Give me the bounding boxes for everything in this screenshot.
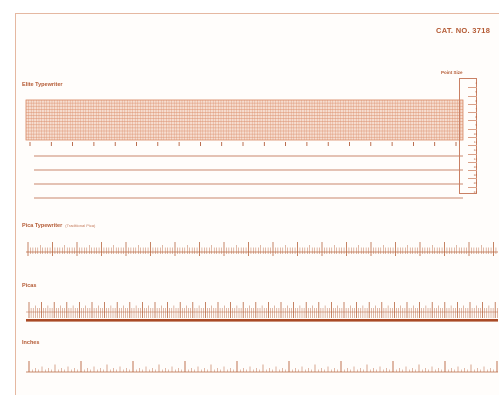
ruler-sheet: CAT. NO. 3718 Elite Typewriter Point Siz…	[15, 13, 499, 395]
point-size-cell: 9	[468, 120, 477, 128]
inches-ruler	[26, 361, 498, 373]
picas-title: Picas	[22, 283, 37, 289]
point-size-cell: 4	[475, 81, 477, 85]
catalog-number: CAT. NO. 3718	[436, 26, 491, 35]
point-size-cell: 16	[468, 161, 477, 170]
pica-typewriter-ruler	[26, 242, 498, 256]
elite-typewriter-title: Elite Typewriter	[22, 82, 63, 88]
point-size-cell: 14	[468, 153, 477, 162]
elite-grid	[25, 99, 464, 146]
point-size-cell: 10	[468, 128, 477, 137]
elite-writing-lines	[34, 155, 463, 199]
inches-title: Inches	[22, 340, 40, 346]
point-size-cell: 18	[468, 170, 477, 178]
point-size-box	[459, 78, 477, 194]
point-size-cell: 12	[468, 145, 477, 153]
point-size-scale: 4 5 6 7 8 9 10 11 12 14 16 18 20 24	[456, 78, 482, 196]
point-size-cell: 6	[468, 95, 477, 104]
point-size-label: Point Size	[441, 70, 463, 75]
picas-ruler	[26, 302, 498, 322]
point-size-cell: 7	[468, 103, 477, 112]
point-size-cell: 8	[468, 112, 477, 120]
pica-typewriter-subtitle: (Traditional Pica)	[65, 223, 96, 228]
pica-typewriter-title: Pica Typewriter (Traditional Pica)	[22, 223, 95, 229]
point-size-cell: 20	[468, 178, 477, 186]
point-size-cell: 5	[468, 87, 477, 95]
point-size-cell: 24	[468, 186, 477, 195]
picas-bar	[26, 319, 498, 322]
pica-typewriter-title-text: Pica Typewriter	[22, 223, 63, 229]
point-size-cell: 11	[468, 137, 477, 145]
